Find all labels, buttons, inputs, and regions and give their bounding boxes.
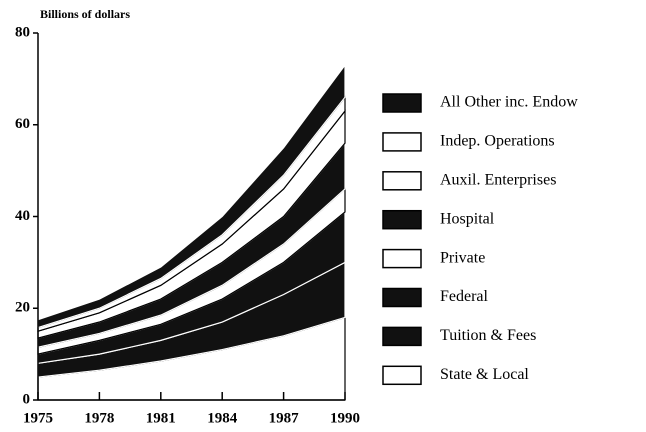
x-tick-label: 1990 bbox=[330, 410, 360, 426]
legend-label: Hospital bbox=[440, 210, 495, 227]
legend-swatch bbox=[382, 365, 422, 386]
x-tick-label: 1987 bbox=[269, 410, 300, 426]
x-tick-label: 1981 bbox=[146, 410, 176, 426]
legend-swatch bbox=[382, 132, 422, 152]
legend-swatch bbox=[382, 326, 422, 347]
legend-label: Federal bbox=[440, 288, 489, 305]
x-tick-label: 1978 bbox=[84, 410, 114, 426]
legend-swatch bbox=[382, 171, 422, 191]
legend-swatch bbox=[382, 93, 422, 113]
legend-label: State & Local bbox=[440, 366, 529, 383]
legend-label: All Other inc. Endow bbox=[440, 94, 578, 111]
y-tick-label: 60 bbox=[15, 116, 30, 132]
y-tick-label: 40 bbox=[15, 208, 30, 224]
y-tick-label: 0 bbox=[23, 391, 31, 407]
legend-label: Private bbox=[440, 249, 485, 266]
legend-label: Tuition & Fees bbox=[440, 327, 536, 344]
y-tick-label: 80 bbox=[15, 24, 30, 40]
legend-swatch bbox=[382, 209, 422, 230]
legend-label: Auxil. Enterprises bbox=[440, 171, 556, 188]
x-tick-label: 1975 bbox=[23, 410, 53, 426]
y-axis-label: Billions of dollars bbox=[40, 7, 130, 21]
legend-swatch bbox=[382, 248, 422, 269]
area bbox=[37, 63, 346, 329]
legend-label: Indep. Operations bbox=[440, 133, 555, 150]
legend-swatch bbox=[382, 287, 422, 308]
y-tick-label: 20 bbox=[15, 300, 30, 316]
x-tick-label: 1984 bbox=[207, 410, 238, 426]
